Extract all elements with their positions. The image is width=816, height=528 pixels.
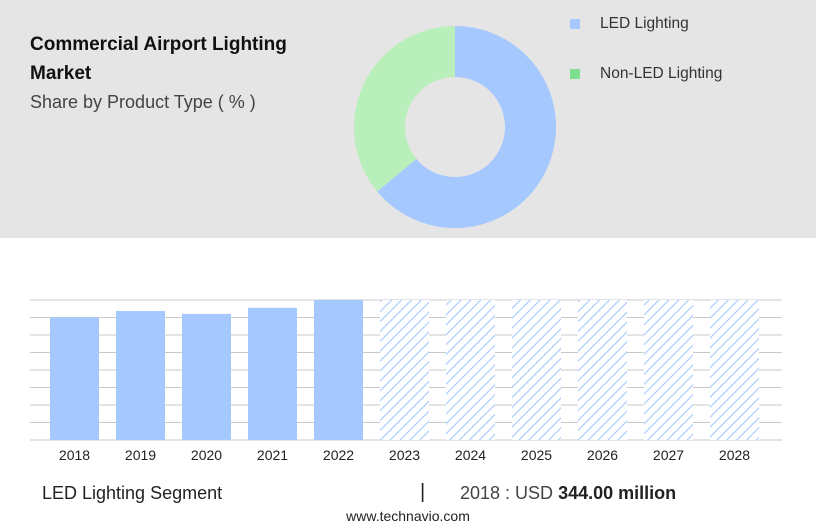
bar-2019	[116, 311, 165, 440]
x-tick-label: 2018	[59, 447, 90, 463]
donut-chart	[354, 26, 556, 228]
x-tick-label: 2024	[455, 447, 486, 463]
x-tick-label: 2020	[191, 447, 222, 463]
footer-amount: 344.00 million	[558, 483, 677, 503]
forecast-bar-2025	[512, 300, 561, 440]
segment-label: LED Lighting Segment	[42, 483, 223, 503]
forecast-bar-2023	[380, 300, 429, 440]
bar-2021	[248, 307, 297, 440]
bar-chart: 2018 2019 2020 2021 2022 2023 2024 2025 2026 2027…	[30, 299, 782, 463]
x-tick-label: 2023	[389, 447, 420, 463]
x-tick-label: 2026	[587, 447, 618, 463]
x-tick-label: 2022	[323, 447, 354, 463]
chart-subtitle: Share by Product Type ( % )	[30, 92, 256, 112]
chart-title: Commercial Airport Lighting Market	[30, 34, 287, 84]
legend-item-led: LED Lighting	[570, 14, 722, 34]
legend-item-non-led: Non-LED Lighting	[570, 64, 722, 84]
x-tick-label: 2028	[719, 447, 750, 463]
donut-slice-led-lighting	[377, 26, 556, 228]
forecast-bar-2024	[446, 300, 495, 440]
footer-separator: |	[420, 481, 426, 503]
bar-2022	[314, 300, 363, 440]
forecast-bar-2026	[578, 300, 627, 440]
legend-label-led: LED Lighting	[600, 15, 689, 32]
donut-slice-non-led-lighting	[354, 26, 455, 192]
x-tick-label: 2019	[125, 447, 156, 463]
legend-swatch-non-led	[570, 69, 580, 79]
x-tick-label: 2025	[521, 447, 552, 463]
legend-label-non-led: Non-LED Lighting	[600, 65, 723, 82]
forecast-bar-2028	[710, 300, 759, 440]
footer-year-prefix: 2018 : USD	[460, 483, 554, 503]
x-tick-label: 2021	[257, 447, 288, 463]
x-tick-label: 2027	[653, 447, 684, 463]
bar-2020	[182, 313, 231, 440]
footer-value: 2018 : USD 344.00 million	[460, 483, 676, 504]
legend-swatch-led	[570, 19, 580, 29]
bar-2018	[50, 317, 99, 440]
legend: LED Lighting Non-LED Lighting	[570, 14, 722, 114]
forecast-bar-2027	[644, 300, 693, 440]
website-link[interactable]: www.technavio.com	[346, 508, 470, 524]
